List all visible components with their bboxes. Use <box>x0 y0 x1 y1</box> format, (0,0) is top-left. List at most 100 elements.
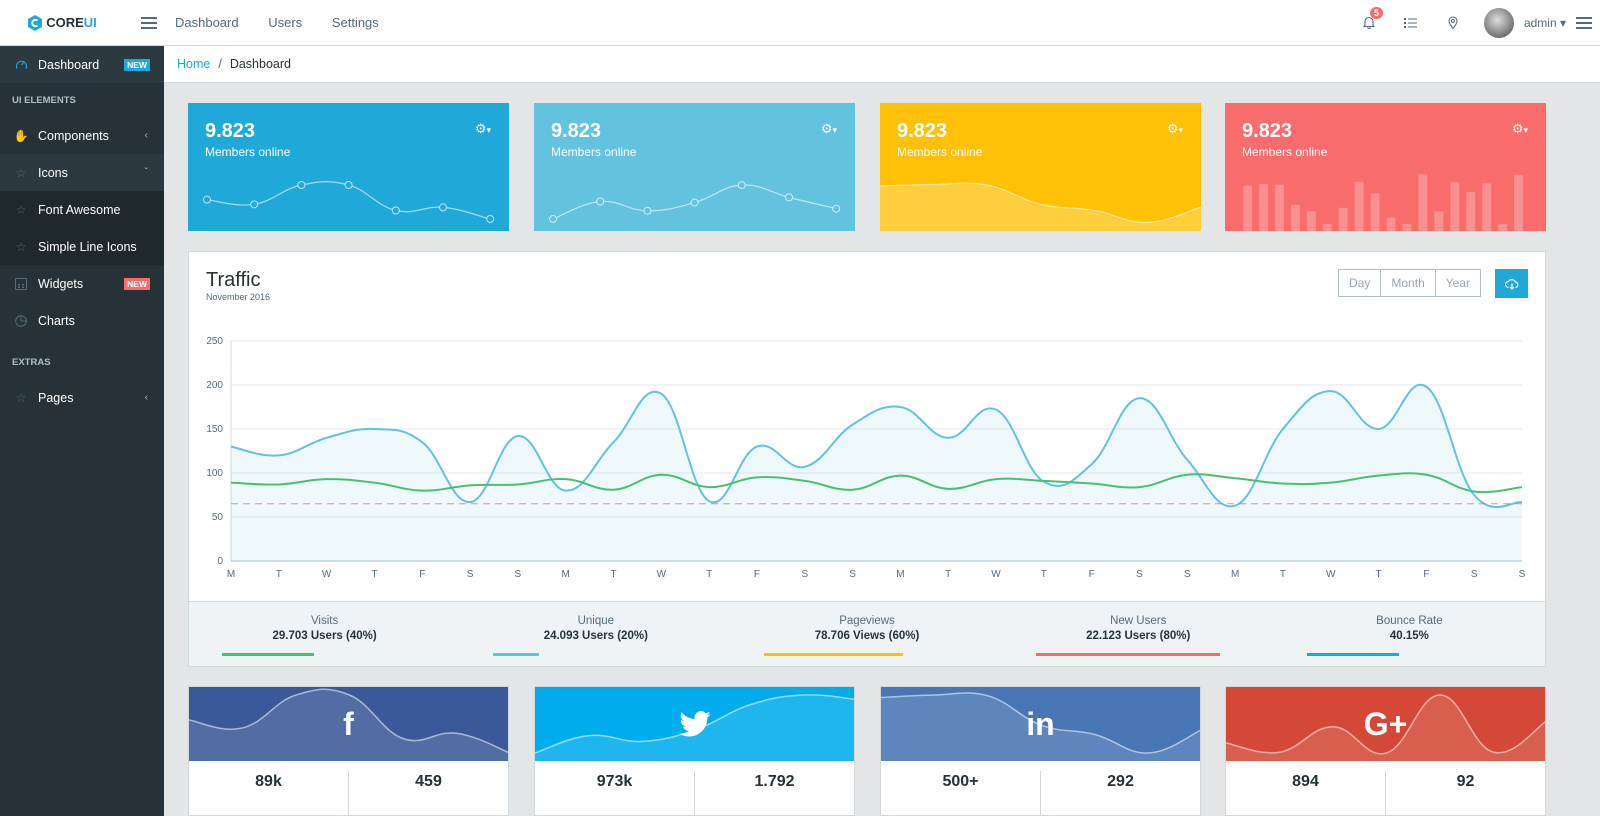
stat-sparkline <box>549 181 841 223</box>
sidebar-item-label: Charts <box>38 313 75 328</box>
x-tick-label: S <box>1519 569 1526 580</box>
sidebar-item-label: Font Awesome <box>38 202 121 217</box>
sidebar-item-label: Pages <box>38 390 74 405</box>
sidebar-item-components[interactable]: ✋ Components ‹ <box>0 117 164 154</box>
stat-value: 22.123 Users (80%) <box>1086 630 1191 642</box>
x-tick-label: F <box>419 569 425 580</box>
y-tick-label: 250 <box>206 336 223 347</box>
x-tick-label: F <box>754 569 760 580</box>
sparkline-point <box>203 195 211 204</box>
nav-dashboard[interactable]: Dashboard <box>175 15 239 30</box>
nav-users[interactable]: Users <box>268 15 303 30</box>
speedometer-icon <box>14 58 28 72</box>
sparkline-bar <box>1482 183 1492 231</box>
sidebar-item-label: Widgets <box>38 276 84 291</box>
social-logo: in <box>881 687 1200 761</box>
stat-value: 9.823 <box>897 120 948 142</box>
range-day-button[interactable]: Day <box>1339 270 1382 296</box>
sidebar-item-simple-line-icons[interactable]: ☆ Simple Line Icons <box>0 228 164 265</box>
brand-logo[interactable]: CORE UI <box>0 14 125 31</box>
social-header <box>1226 687 1545 761</box>
x-tick-label: S <box>1184 569 1191 580</box>
social-card-google-plus: G+ 894 92 <box>1225 686 1546 816</box>
tasks-button[interactable] <box>1390 17 1432 28</box>
sparkline-point <box>297 181 306 189</box>
stat-value: 24.093 Users (20%) <box>543 630 648 642</box>
gear-icon: ⚙ <box>820 121 833 136</box>
notification-badge: 5 <box>1369 7 1383 19</box>
breadcrumb-current: Dashboard <box>229 57 291 71</box>
stat-progress-bar <box>764 653 903 656</box>
user-avatar[interactable] <box>1483 7 1514 38</box>
settings-dropdown[interactable]: ⚙▾ <box>1167 121 1183 137</box>
traffic-card: Traffic November 2016 Day Month Year 0 50… <box>188 251 1546 667</box>
location-button[interactable] <box>1432 16 1474 29</box>
star-icon: ☆ <box>15 390 27 405</box>
nav-settings[interactable]: Settings <box>331 15 379 30</box>
stat-progress-bar <box>493 653 540 656</box>
sidebar-title-ui-elements: UI ELEMENTS <box>12 94 76 106</box>
range-year-button[interactable]: Year <box>1445 276 1470 290</box>
traffic-subtitle: November 2016 <box>206 292 271 302</box>
star-icon: ☆ <box>15 239 27 254</box>
range-month-button[interactable]: Month <box>1381 270 1436 296</box>
stat-value: 29.703 Users (40%) <box>272 630 377 642</box>
user-name: admin <box>1523 15 1557 30</box>
social-value-primary: 894 <box>1226 771 1386 815</box>
sidebar-item-pages[interactable]: ☆ Pages ‹ <box>0 379 164 416</box>
x-tick-label: M <box>227 569 235 580</box>
settings-dropdown[interactable]: ⚙▾ <box>1512 121 1528 137</box>
download-button[interactable] <box>1495 269 1528 298</box>
y-tick-label: 150 <box>206 424 223 435</box>
puzzle-icon: ✋ <box>13 128 29 143</box>
stat-value: 9.823 <box>551 120 602 142</box>
sidebar-title-extras: EXTRAS <box>12 356 51 368</box>
sidebar-toggle-button[interactable] <box>141 16 157 29</box>
social-logo: G+ <box>1226 687 1545 761</box>
x-tick-label: F <box>1423 569 1429 580</box>
notifications-button[interactable]: 5 <box>1348 7 1390 29</box>
social-wave <box>881 692 1200 761</box>
breadcrumb-home[interactable]: Home <box>177 57 211 71</box>
aside-toggle-button[interactable] <box>1576 16 1592 29</box>
sparkline-bar <box>1290 204 1300 231</box>
x-tick-label: T <box>1376 569 1382 580</box>
sidebar-item-font-awesome[interactable]: ☆ Font Awesome <box>0 191 164 228</box>
caret-down-icon: ▾ <box>1559 15 1566 30</box>
x-tick-label: T <box>1280 569 1286 580</box>
star-icon: ☆ <box>15 165 27 180</box>
sparkline-point <box>439 203 447 212</box>
sparkline-point <box>832 204 841 213</box>
sidebar-item-icons[interactable]: ☆ Icons ˇ <box>0 154 164 191</box>
sparkline-point <box>344 181 353 189</box>
stat-label: Bounce Rate <box>1376 615 1443 627</box>
brand-core: CORE <box>46 15 84 30</box>
social-value-secondary: 1.792 <box>754 773 795 790</box>
stat-card: 9.823 Members online ⚙▾ <box>1225 103 1546 231</box>
sidebar-item-charts[interactable]: Charts <box>0 302 164 339</box>
x-tick-label: T <box>945 569 951 580</box>
stat-sparkline <box>1243 174 1524 231</box>
social-header <box>189 687 508 761</box>
breadcrumb: Home / Dashboard <box>164 46 1600 83</box>
settings-dropdown[interactable]: ⚙▾ <box>821 121 837 137</box>
sparkline-bar <box>1498 224 1508 231</box>
social-value-primary: 973k <box>535 771 695 815</box>
new-badge: NEW <box>124 277 150 290</box>
sidebar-item-widgets[interactable]: Widgets NEW <box>0 265 164 302</box>
social-wave <box>189 688 508 761</box>
x-tick-label: S <box>515 569 522 580</box>
settings-dropdown[interactable]: ⚙▾ <box>475 121 491 137</box>
stat-card: 9.823 Members online ⚙▾ <box>188 103 509 231</box>
user-menu[interactable]: admin ▾ <box>1524 16 1566 30</box>
pie-chart-icon <box>14 314 28 328</box>
x-tick-label: W <box>991 569 1001 580</box>
sidebar: Dashboard NEW UI ELEMENTS ✋ Components ‹… <box>0 46 164 816</box>
series-line <box>230 383 1523 508</box>
sidebar-item-label: Simple Line Icons <box>38 239 137 254</box>
y-tick-label: 50 <box>212 512 224 523</box>
sidebar-item-dashboard[interactable]: Dashboard NEW <box>0 46 164 83</box>
stat-sparkline <box>880 182 1201 231</box>
x-tick-label: S <box>801 569 808 580</box>
sparkline-bar <box>1243 185 1252 231</box>
